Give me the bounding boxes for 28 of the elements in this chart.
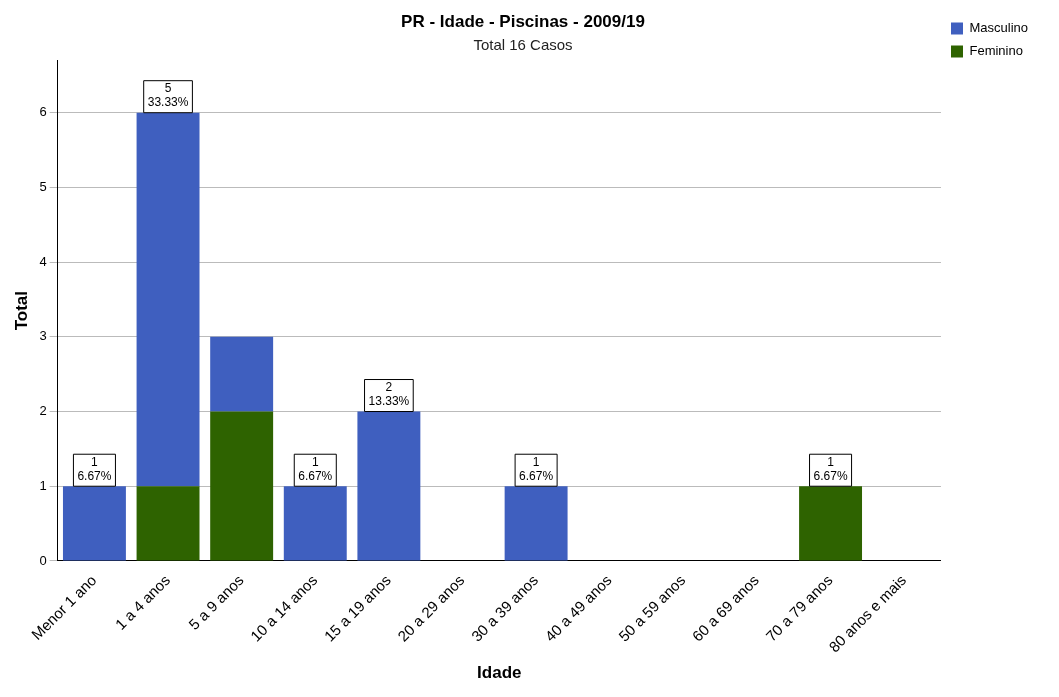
data-label: 5 33.33% — [147, 81, 189, 110]
chart-subtitle: Total 16 Casos — [473, 35, 573, 53]
bar — [357, 411, 421, 561]
y-tick-label: 3 — [39, 328, 47, 344]
data-label: 1 6.67% — [519, 454, 554, 483]
bar — [504, 486, 568, 561]
y-tick-label: 5 — [39, 178, 47, 194]
y-tick-label: 0 — [39, 552, 47, 568]
bar — [62, 486, 126, 561]
y-tick-label: 4 — [39, 253, 47, 269]
y-tick-label: 6 — [39, 104, 47, 120]
bar — [136, 112, 200, 487]
data-label: 1 6.67% — [298, 454, 333, 483]
bar — [210, 411, 274, 561]
data-label: 1 6.67% — [77, 454, 112, 483]
bar — [799, 486, 863, 561]
chart-title: PR - Idade - Piscinas - 2009/19 — [401, 11, 645, 31]
y-axis-title: Total — [11, 290, 31, 331]
bar — [136, 486, 200, 561]
x-axis-title: Idade — [477, 663, 522, 683]
y-tick-label: 2 — [39, 403, 47, 419]
y-tick-label: 1 — [39, 477, 47, 493]
bar — [283, 486, 347, 561]
legend-label: Feminino — [969, 43, 1023, 59]
data-label: 1 6.67% — [813, 454, 848, 483]
bar — [210, 336, 274, 412]
legend-label: Masculino — [969, 20, 1029, 36]
data-label: 2 13.33% — [368, 379, 410, 408]
